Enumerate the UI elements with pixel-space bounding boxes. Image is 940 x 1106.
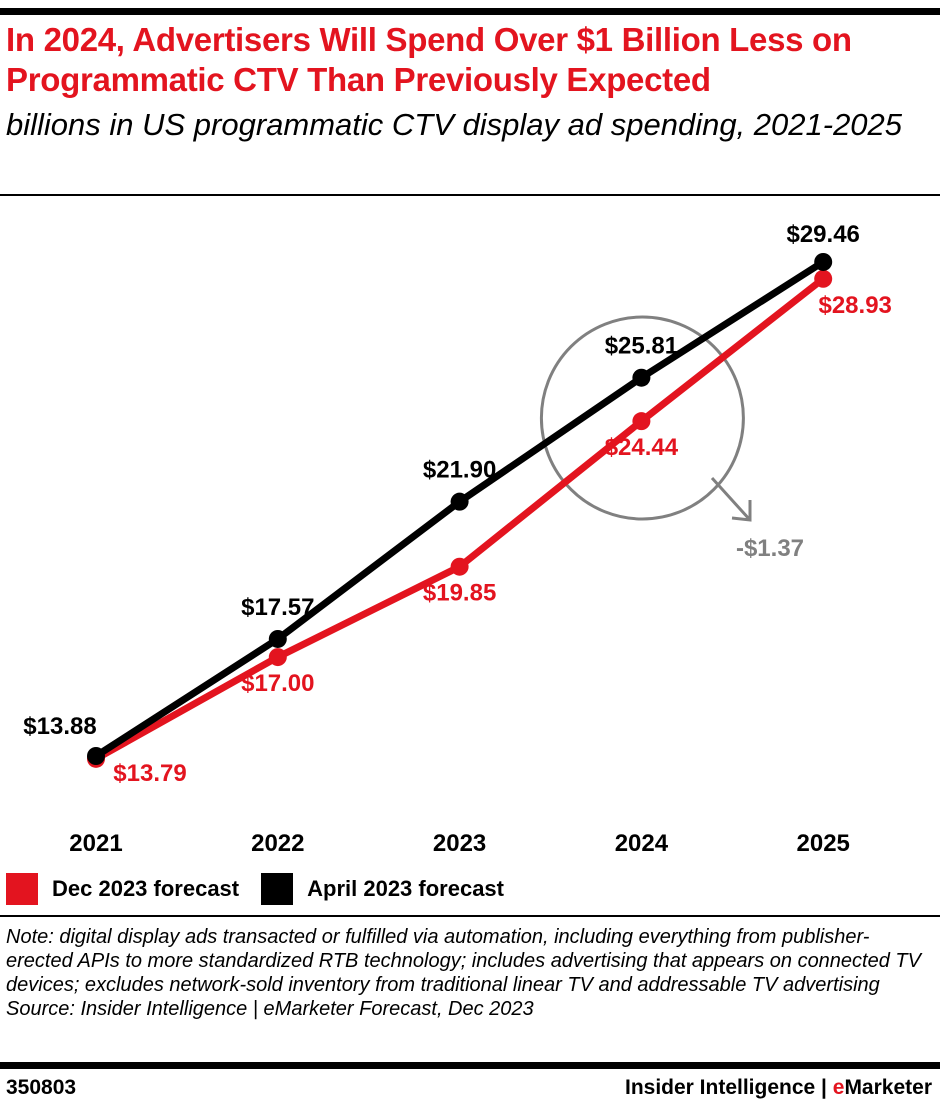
data-label: $13.79 xyxy=(113,760,186,787)
chart-id: 350803 xyxy=(6,1076,77,1099)
legend-item-dec-2023: Dec 2023 forecast xyxy=(6,873,239,905)
x-tick-label: 2023 xyxy=(433,830,486,857)
brand-logo: Insider Intelligence | eMarketer xyxy=(625,1076,932,1100)
data-point xyxy=(814,252,833,271)
source-text: Source: Insider Intelligence | eMarketer… xyxy=(6,998,534,1020)
data-point xyxy=(87,747,105,765)
data-point xyxy=(632,412,651,431)
header-divider xyxy=(0,194,940,196)
data-label: $21.90 xyxy=(423,457,496,484)
footnote: Note: digital display ads transacted or … xyxy=(6,925,926,1021)
data-point xyxy=(450,492,469,511)
x-tick-label: 2025 xyxy=(797,830,850,857)
data-point xyxy=(632,368,651,387)
data-point xyxy=(268,629,287,648)
legend-label: Dec 2023 forecast xyxy=(52,876,240,901)
legend-item-april-2023: April 2023 forecast xyxy=(261,873,504,905)
data-point xyxy=(450,557,469,576)
legend-swatch-black xyxy=(261,873,294,905)
annotation-label: -$1.37 xyxy=(736,535,804,562)
data-point xyxy=(268,648,287,667)
data-label: $29.46 xyxy=(786,221,859,248)
data-point xyxy=(814,269,833,288)
legend-label: April 2023 forecast xyxy=(307,876,504,901)
chart-subtitle: billions in US programmatic CTV display … xyxy=(6,107,903,142)
chart-title: In 2024, Advertisers Will Spend Over $1 … xyxy=(6,21,852,98)
highlight-circle xyxy=(539,315,745,521)
data-label: $13.88 xyxy=(23,713,96,740)
x-tick-label: 2022 xyxy=(251,830,304,857)
data-label: $28.93 xyxy=(818,292,891,319)
top-bar xyxy=(0,8,940,15)
data-label: $17.57 xyxy=(241,594,314,621)
legend-swatch-red xyxy=(6,873,38,905)
note-text: Note: digital display ads transacted or … xyxy=(6,926,921,996)
data-label: $17.00 xyxy=(241,670,314,697)
data-label: $25.81 xyxy=(605,333,678,360)
bottom-bar xyxy=(0,1062,940,1069)
x-tick-label: 2021 xyxy=(69,830,122,857)
legend-divider xyxy=(0,915,940,917)
arrow-icon xyxy=(710,476,752,522)
brand-prefix: Insider Intelligence | xyxy=(624,1076,833,1099)
data-label: $24.44 xyxy=(605,434,679,461)
brand-rest: Marketer xyxy=(844,1076,932,1099)
data-label: $19.85 xyxy=(423,580,496,607)
legend: Dec 2023 forecast April 2023 forecast xyxy=(6,873,526,905)
line-chart: -$1.37 $13.79 $17.00 $19.85 $24.44 $28.93 $13.… xyxy=(23,221,892,857)
brand-e: e xyxy=(832,1076,845,1099)
x-tick-label: 2024 xyxy=(615,830,669,857)
